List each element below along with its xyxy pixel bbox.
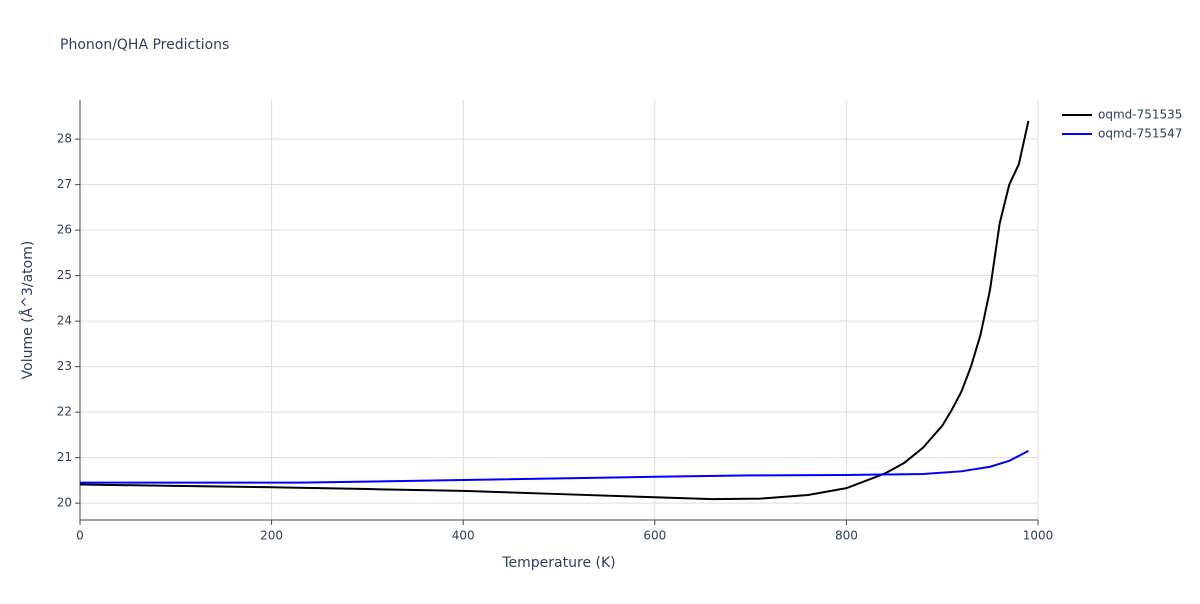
x-tick-label: 1000 — [1023, 529, 1054, 543]
data-line — [80, 449, 1029, 484]
x-tick-label: 600 — [643, 529, 666, 543]
legend-label: oqmd-751535 — [1098, 108, 1182, 122]
y-tick-label: 23 — [57, 359, 72, 373]
y-tick-label: 24 — [57, 314, 72, 328]
x-tick-label: 200 — [260, 529, 283, 543]
y-tick-label: 22 — [57, 405, 72, 419]
y-tick-label: 20 — [57, 496, 72, 510]
x-tick-label: 0 — [76, 529, 84, 543]
y-tick-label: 25 — [57, 268, 72, 282]
legend-label: oqmd-751547 — [1098, 127, 1182, 141]
data-line — [79, 120, 1030, 501]
x-tick-label: 400 — [452, 529, 475, 543]
x-tick-label: 800 — [835, 529, 858, 543]
y-tick-label: 26 — [57, 223, 72, 237]
y-tick-label: 28 — [57, 132, 72, 146]
y-tick-label: 27 — [57, 177, 72, 191]
y-tick-label: 21 — [57, 450, 72, 464]
y-axis-label: Volume (Å^3/atom) — [19, 241, 36, 380]
chart-title: Phonon/QHA Predictions — [60, 37, 229, 53]
x-axis-label: Temperature (K) — [501, 555, 615, 571]
